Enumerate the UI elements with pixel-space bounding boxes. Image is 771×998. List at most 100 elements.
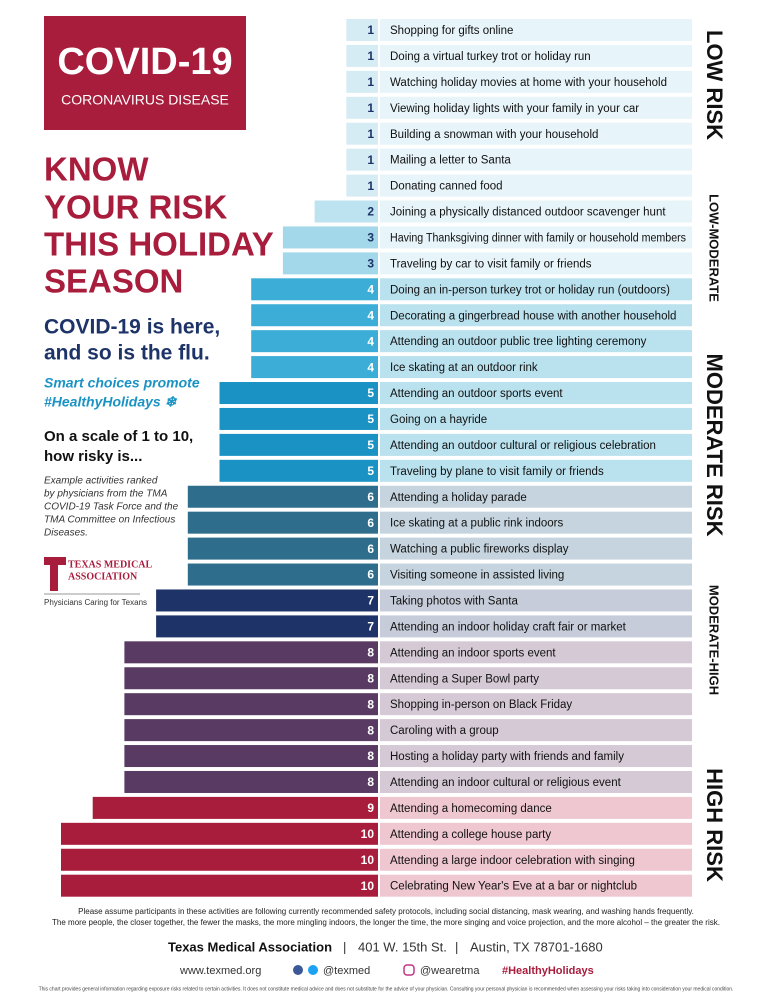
- bar: [346, 174, 378, 197]
- activity-label: Watching holiday movies at home with you…: [390, 77, 667, 89]
- label-box: [380, 589, 692, 612]
- facebook-icon: [293, 965, 303, 975]
- activity-label: Taking photos with Santa: [390, 595, 518, 607]
- bar: [219, 459, 378, 482]
- activity-label: Decorating a gingerbread house with anot…: [390, 310, 676, 322]
- label-box: [380, 330, 692, 353]
- label-box: [380, 433, 692, 456]
- value-label: 1: [367, 179, 374, 193]
- value-label: 1: [367, 23, 374, 37]
- question: how risky is...: [44, 448, 142, 465]
- bar: [282, 226, 378, 249]
- value-label: 1: [367, 127, 374, 141]
- footer-note: Please assume participants in these acti…: [78, 907, 694, 916]
- value-label: 6: [367, 516, 374, 530]
- label-box: [380, 148, 692, 171]
- activity-label: Attending an outdoor public tree lightin…: [390, 336, 647, 348]
- label-box: [380, 511, 692, 534]
- value-label: 2: [367, 205, 374, 219]
- label-box: [380, 848, 692, 871]
- bar: [187, 563, 378, 586]
- subhead: and so is the flu.: [44, 342, 210, 365]
- bar: [124, 770, 379, 793]
- bar: [187, 537, 378, 560]
- value-label: 6: [367, 568, 374, 582]
- activity-label: Attending an indoor sports event: [390, 647, 556, 659]
- activity-label: Having Thanksgiving dinner with family o…: [390, 232, 686, 244]
- activity-label: Shopping for gifts online: [390, 25, 513, 37]
- value-label: 8: [367, 671, 374, 685]
- bar: [346, 148, 378, 171]
- value-label: 1: [367, 153, 374, 167]
- value-label: 10: [361, 853, 375, 867]
- value-label: 6: [367, 542, 374, 556]
- bar: [346, 19, 378, 41]
- org: Texas Medical Association: [168, 939, 332, 954]
- activity-label: Doing an in-person turkey trot or holida…: [390, 284, 670, 296]
- logo-tagline: Physicians Caring for Texans: [44, 598, 147, 607]
- badge-title: COVID-19: [57, 41, 232, 83]
- bar: [251, 304, 378, 327]
- label-box: [380, 693, 692, 716]
- activity-label: Attending a Super Bowl party: [390, 673, 539, 685]
- value-label: 6: [367, 490, 374, 504]
- label-box: [380, 537, 692, 560]
- note: by physicians from the TMA: [44, 489, 168, 500]
- label-box: [380, 96, 692, 119]
- label-box: [380, 407, 692, 430]
- value-label: 10: [361, 879, 375, 893]
- activity-label: Attending an outdoor cultural or religio…: [390, 440, 656, 452]
- bar: [282, 252, 378, 275]
- question: On a scale of 1 to 10,: [44, 428, 193, 445]
- value-label: 8: [367, 749, 374, 763]
- activity-label: Attending a large indoor celebration wit…: [390, 855, 635, 867]
- value-label: 5: [367, 386, 374, 400]
- tagline: #HealthyHolidays ❄: [44, 394, 178, 410]
- bar: [156, 615, 378, 638]
- value-label: 4: [367, 360, 374, 374]
- activity-label: Celebrating New Year's Eve at a bar or n…: [390, 881, 637, 893]
- label-box: [380, 874, 692, 897]
- activity-label: Joining a physically distanced outdoor s…: [390, 207, 666, 219]
- label-box: [380, 19, 692, 41]
- activity-label: Traveling by plane to visit family or fr…: [390, 466, 604, 478]
- activity-label: Going on a hayride: [390, 414, 487, 426]
- hashtag: #HealthyHolidays: [502, 965, 594, 977]
- street: 401 W. 15th St.: [358, 939, 447, 954]
- headline: SEASON: [44, 263, 183, 300]
- activity-label: Traveling by car to visit family or frie…: [390, 258, 592, 270]
- activity-label: Ice skating at a public rink indoors: [390, 518, 563, 530]
- instagram-icon: [403, 964, 415, 976]
- bar: [251, 330, 378, 353]
- activity-label: Hosting a holiday party with friends and…: [390, 751, 624, 763]
- bar: [219, 382, 378, 405]
- activity-label: Doing a virtual turkey trot or holiday r…: [390, 51, 591, 63]
- label-box: [380, 304, 692, 327]
- label-box: [380, 226, 692, 249]
- bar: [346, 96, 378, 119]
- headline: YOUR RISK: [44, 189, 228, 226]
- subhead: COVID-19 is here,: [44, 316, 220, 339]
- label-box: [380, 563, 692, 586]
- label-box: [380, 796, 692, 819]
- bar: [251, 356, 378, 379]
- value-label: 8: [367, 775, 374, 789]
- logo-mark: [44, 557, 66, 591]
- activity-label: Attending an indoor holiday craft fair o…: [390, 621, 627, 633]
- activity-label: Attending an outdoor sports event: [390, 388, 563, 400]
- activity-label: Shopping in-person on Black Friday: [390, 699, 572, 711]
- activity-label: Ice skating at an outdoor rink: [390, 362, 538, 374]
- note: Diseases.: [44, 528, 88, 539]
- headline: KNOW: [44, 151, 149, 188]
- logo-text: TEXAS MEDICAL: [68, 559, 153, 570]
- label-box: [380, 200, 692, 223]
- twitter-icon: [308, 965, 318, 975]
- bar: [314, 200, 378, 223]
- value-label: 5: [367, 412, 374, 426]
- label-box: [380, 382, 692, 405]
- activity-label: Mailing a letter to Santa: [390, 155, 511, 167]
- bar: [124, 693, 379, 716]
- bar: [187, 485, 378, 508]
- bar: [346, 122, 378, 145]
